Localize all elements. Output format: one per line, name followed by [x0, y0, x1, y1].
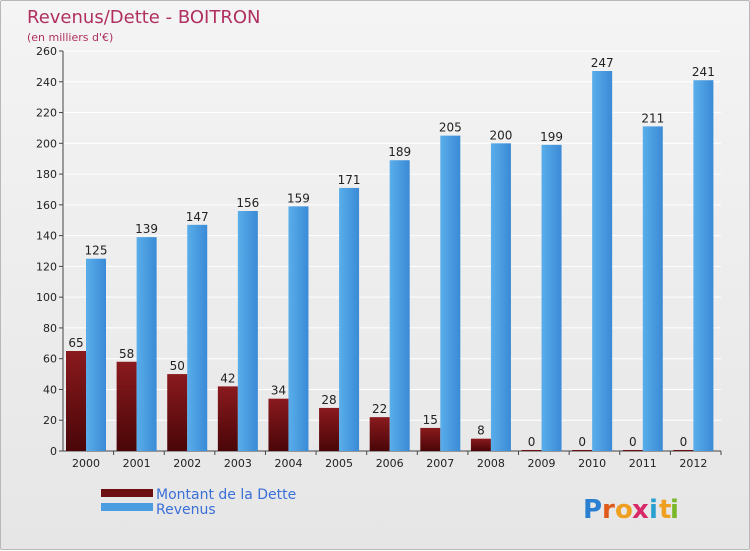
data-label-bar-revenus: 241 [692, 65, 715, 79]
legend-label-debt: Montant de la Dette [156, 487, 296, 503]
bar-dette-2012 [673, 450, 694, 451]
bar-dette-2002 [167, 374, 188, 451]
x-tick-label: 2006 [376, 457, 404, 470]
data-label-bar-revenus: 247 [591, 56, 614, 70]
y-tick-label: 40 [43, 383, 57, 396]
legend: Montant de la Dette Revenus [101, 487, 296, 518]
bar-revenus-2001 [136, 237, 157, 451]
bar-revenus-2007 [440, 135, 461, 451]
logo-letter: t [659, 495, 671, 525]
bar-revenus-2012 [693, 80, 714, 451]
legend-swatch-debt [101, 489, 153, 497]
logo-letter: i [649, 495, 658, 525]
x-tick-label: 2003 [224, 457, 252, 470]
data-label-bar-revenus: 189 [388, 145, 411, 159]
y-tick-label: 180 [36, 168, 57, 181]
x-tick-label: 2010 [578, 457, 606, 470]
data-label-bar-dette: 22 [372, 402, 387, 416]
data-label-bar-revenus: 147 [186, 210, 209, 224]
data-label-bar-dette: 65 [68, 336, 83, 350]
data-label-bar-revenus: 159 [287, 191, 310, 205]
bar-revenus-2002 [187, 224, 208, 451]
bars: 65 125 58 139 50 147 42 156 34 159 28 171 22 189 15 205… [66, 56, 715, 452]
y-tick-label: 100 [36, 291, 57, 304]
bar-dette-2005 [319, 407, 340, 451]
y-tick-label: 0 [50, 445, 57, 458]
data-label-bar-dette: 0 [680, 435, 688, 449]
bar-dette-2011 [622, 450, 643, 451]
data-label-bar-revenus: 211 [641, 111, 664, 125]
y-tick-label: 20 [43, 414, 57, 427]
data-label-bar-revenus: 139 [135, 222, 158, 236]
bar-dette-2007 [420, 427, 441, 451]
bar-dette-2004 [268, 398, 289, 451]
logo-letter: r [602, 495, 615, 525]
logo-letter: x [632, 495, 649, 525]
chart-subtitle: (en milliers d'€) [27, 31, 113, 44]
y-tick-label: 200 [36, 137, 57, 150]
bar-dette-2000 [66, 351, 86, 451]
data-label-bar-dette: 15 [423, 413, 438, 427]
data-label-bar-dette: 0 [629, 435, 637, 449]
data-label-bar-dette: 28 [321, 393, 336, 407]
x-tick-label: 2001 [123, 457, 151, 470]
data-label-bar-revenus: 125 [85, 244, 108, 258]
logo-letter: i [670, 495, 679, 525]
bar-revenus-2000 [86, 258, 106, 451]
data-label-bar-dette: 0 [578, 435, 586, 449]
x-tick-label: 2009 [528, 457, 556, 470]
chart-title: Revenus/Dette - BOITRON [27, 7, 260, 28]
x-axis-ticks: 2000 2001 2002 2003 2004 2005 2006 2007 2008 2009… [72, 451, 722, 470]
bar-dette-2009 [521, 450, 542, 451]
data-label-bar-dette: 58 [119, 347, 134, 361]
legend-swatch-revenus [101, 503, 153, 511]
legend-label-revenus: Revenus [156, 502, 216, 518]
x-tick-label: 2007 [426, 457, 454, 470]
data-label-bar-revenus: 205 [439, 121, 462, 135]
y-tick-label: 220 [36, 107, 57, 120]
bar-revenus-2005 [339, 187, 360, 451]
data-label-bar-dette: 34 [271, 384, 286, 398]
logo-letter: P [583, 495, 602, 525]
y-tick-label: 120 [36, 260, 57, 273]
bar-revenus-2008 [490, 143, 511, 452]
data-label-bar-dette: 8 [477, 424, 485, 438]
bar-revenus-2004 [288, 206, 309, 451]
x-tick-label: 2012 [679, 457, 707, 470]
x-tick-label: 2002 [173, 457, 201, 470]
x-tick-label: 2000 [72, 457, 100, 470]
data-label-bar-revenus: 171 [338, 173, 361, 187]
bar-dette-2010 [572, 450, 593, 451]
data-label-bar-dette: 0 [528, 435, 536, 449]
bar-dette-2001 [116, 361, 137, 451]
data-label-bar-revenus: 199 [540, 130, 563, 144]
x-tick-label: 2011 [629, 457, 657, 470]
y-tick-label: 260 [36, 45, 57, 58]
x-tick-label: 2008 [477, 457, 505, 470]
y-tick-label: 240 [36, 76, 57, 89]
y-tick-label: 80 [43, 322, 57, 335]
data-label-bar-dette: 50 [170, 359, 185, 373]
bar-revenus-2009 [541, 144, 562, 451]
bar-revenus-2010 [592, 71, 613, 451]
data-label-bar-revenus: 200 [489, 128, 512, 142]
y-tick-label: 140 [36, 230, 57, 243]
logo-letter: o [615, 495, 633, 525]
bar-revenus-2003 [237, 211, 258, 451]
bar-revenus-2006 [389, 160, 410, 451]
y-tick-label: 60 [43, 353, 57, 366]
x-tick-label: 2005 [325, 457, 353, 470]
bar-dette-2008 [470, 438, 491, 451]
bar-revenus-2011 [642, 126, 663, 451]
data-label-bar-revenus: 156 [236, 196, 259, 210]
data-label-bar-dette: 42 [220, 371, 235, 385]
y-tick-label: 160 [36, 199, 57, 212]
bar-dette-2006 [369, 417, 390, 451]
bar-dette-2003 [217, 386, 238, 451]
x-tick-label: 2004 [274, 457, 302, 470]
